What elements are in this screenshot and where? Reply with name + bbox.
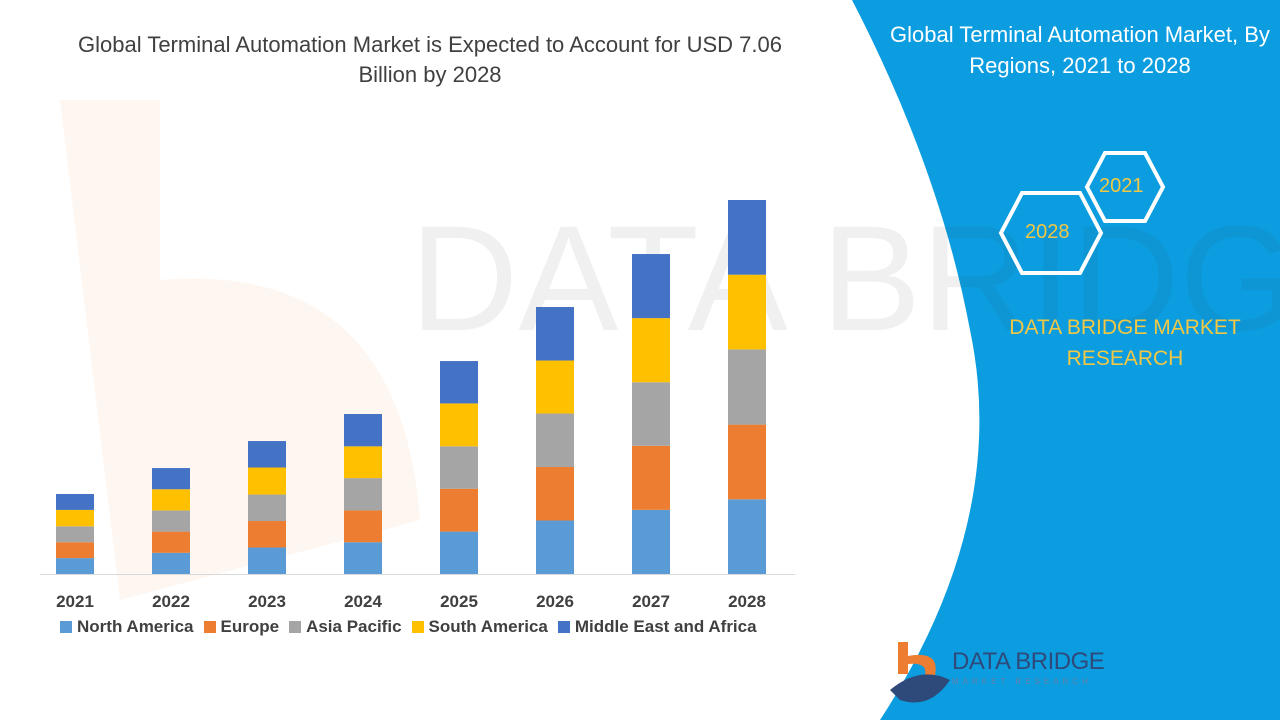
x-tick-label: 2021 bbox=[56, 592, 94, 611]
legend-swatch bbox=[289, 621, 302, 633]
logo-text: DATA BRIDGE bbox=[952, 648, 1105, 675]
bar-segment-2023-south-america bbox=[248, 467, 286, 495]
bar-segment-2022-south-america bbox=[152, 489, 190, 511]
bar-segment-2028-north-america bbox=[728, 499, 766, 574]
x-tick-label: 2028 bbox=[728, 592, 766, 611]
bar-segment-2023-europe bbox=[248, 521, 286, 548]
chart-title: Global Terminal Automation Market is Exp… bbox=[78, 32, 782, 87]
bar-segment-2024-north-america bbox=[344, 542, 382, 574]
bar-segment-2021-asia-pacific bbox=[56, 526, 94, 543]
bar-segment-2025-south-america bbox=[440, 403, 478, 447]
bar-segment-2022-asia-pacific bbox=[152, 510, 190, 532]
bar-segment-2027-south-america bbox=[632, 318, 670, 383]
bar-segment-2028-south-america bbox=[728, 274, 766, 350]
x-tick-label: 2022 bbox=[152, 592, 190, 611]
bar-segment-2021-middle-east-and-africa bbox=[56, 494, 94, 510]
legend-label: Middle East and Africa bbox=[574, 617, 757, 636]
legend-swatch bbox=[557, 621, 570, 633]
bar-segment-2023-north-america bbox=[248, 547, 286, 574]
x-tick-label: 2024 bbox=[344, 592, 382, 611]
legend-item-middle-east-africa: Middle East and Africa bbox=[557, 617, 757, 637]
bar-segment-2027-middle-east-and-africa bbox=[632, 254, 670, 319]
bar-segment-2022-middle-east-and-africa bbox=[152, 468, 190, 490]
bar-segment-2026-asia-pacific bbox=[536, 413, 574, 467]
logo-icon bbox=[890, 642, 950, 703]
bar-segment-2026-south-america bbox=[536, 360, 574, 414]
bar-segment-2027-asia-pacific bbox=[632, 382, 670, 446]
legend-item-asia-pacific: Asia Pacific bbox=[289, 617, 402, 637]
legend-swatch bbox=[203, 621, 216, 633]
bar-segment-2026-europe bbox=[536, 466, 574, 521]
legend-swatch bbox=[411, 621, 424, 633]
hexagon-2028 bbox=[998, 191, 1104, 275]
bar-segment-2021-europe bbox=[56, 542, 94, 559]
bar-segment-2021-north-america bbox=[56, 558, 94, 574]
legend-swatch bbox=[60, 621, 72, 633]
bar-segment-2026-middle-east-and-africa bbox=[536, 307, 574, 361]
side-panel-title: Global Terminal Automation Market, By Re… bbox=[890, 22, 1270, 78]
legend-label: Asia Pacific bbox=[306, 617, 402, 636]
bar-segment-2022-north-america bbox=[152, 552, 190, 574]
bar-segment-2025-middle-east-and-africa bbox=[440, 361, 478, 404]
bar-segment-2023-asia-pacific bbox=[248, 494, 286, 522]
bar-segment-2025-asia-pacific bbox=[440, 446, 478, 489]
logo-subtext: MARKET RESEARCH bbox=[952, 677, 1092, 686]
legend-item-south-america: South America bbox=[411, 617, 548, 637]
bar-segment-2028-middle-east-and-africa bbox=[728, 200, 766, 275]
brand-text: DATA BRIDGE MARKET RESEARCH bbox=[1009, 316, 1241, 370]
side-panel bbox=[852, 0, 1280, 720]
bar-segment-2027-north-america bbox=[632, 509, 670, 574]
legend: North America Europe Asia Pacific South … bbox=[60, 617, 757, 637]
legend-label: South America bbox=[428, 617, 548, 636]
x-tick-label: 2026 bbox=[536, 592, 574, 611]
bar-segment-2025-europe bbox=[440, 488, 478, 532]
bar-segment-2024-asia-pacific bbox=[344, 478, 382, 511]
bar-segment-2024-europe bbox=[344, 510, 382, 543]
bar-segment-2027-europe bbox=[632, 445, 670, 510]
hexagon-2021 bbox=[1084, 151, 1166, 223]
bar-segment-2023-middle-east-and-africa bbox=[248, 441, 286, 468]
bar-segment-2024-south-america bbox=[344, 446, 382, 479]
x-tick-label: 2023 bbox=[248, 592, 286, 611]
bar-segment-2021-south-america bbox=[56, 509, 94, 527]
x-tick-label: 2027 bbox=[632, 592, 670, 611]
bar-segment-2024-middle-east-and-africa bbox=[344, 414, 382, 447]
legend-item-north-america: North America bbox=[60, 617, 194, 637]
bars-layer bbox=[56, 200, 766, 574]
legend-label: North America bbox=[77, 617, 194, 636]
hex-label-2021: 2021 bbox=[1099, 175, 1144, 197]
hex-label-2028: 2028 bbox=[1025, 221, 1070, 243]
bar-segment-2022-europe bbox=[152, 531, 190, 553]
bar-segment-2028-asia-pacific bbox=[728, 349, 766, 425]
legend-label: Europe bbox=[220, 617, 280, 636]
bar-segment-2026-north-america bbox=[536, 520, 574, 574]
bar-segment-2025-north-america bbox=[440, 531, 478, 574]
x-tick-label: 2025 bbox=[440, 592, 478, 611]
bar-segment-2028-europe bbox=[728, 424, 766, 500]
legend-item-europe: Europe bbox=[203, 617, 280, 637]
